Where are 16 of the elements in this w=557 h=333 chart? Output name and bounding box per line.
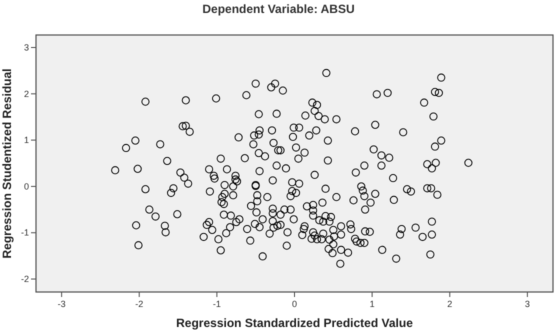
x-tick-label: -3 xyxy=(58,299,66,309)
y-axis-title: Regression Studentized Residual xyxy=(0,68,14,259)
y-tick-label: 2 xyxy=(24,88,29,99)
x-tick-label: -2 xyxy=(135,299,144,309)
y-tick-label: 0 xyxy=(24,181,29,192)
y-tick-label: 1 xyxy=(24,135,29,146)
x-tick-label: 3 xyxy=(524,299,530,309)
y-tick-label: 3 xyxy=(24,42,29,53)
y-tick-label: -2 xyxy=(20,274,29,284)
x-tick-label: 2 xyxy=(447,299,452,309)
y-tick-label: -1 xyxy=(20,228,29,238)
chart-title: Dependent Variable: ABSU xyxy=(202,2,355,16)
x-tick-label: -1 xyxy=(212,299,221,309)
x-tick-label: 0 xyxy=(292,299,298,309)
x-tick-label: 1 xyxy=(370,299,375,309)
x-axis-title: Regression Standardized Predicted Value xyxy=(176,316,414,330)
